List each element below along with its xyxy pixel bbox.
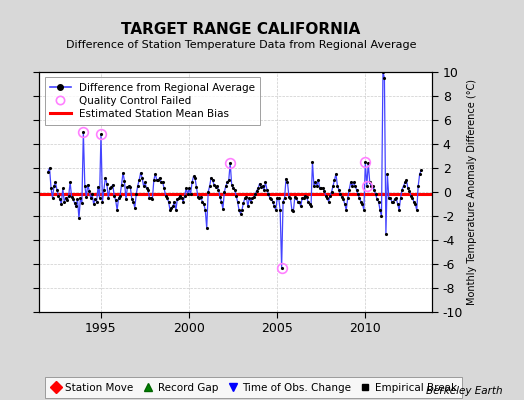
Text: Berkeley Earth: Berkeley Earth — [427, 386, 503, 396]
Y-axis label: Monthly Temperature Anomaly Difference (°C): Monthly Temperature Anomaly Difference (… — [467, 79, 477, 305]
Text: Difference of Station Temperature Data from Regional Average: Difference of Station Temperature Data f… — [66, 40, 416, 50]
Legend: Station Move, Record Gap, Time of Obs. Change, Empirical Break: Station Move, Record Gap, Time of Obs. C… — [45, 377, 462, 398]
Text: TARGET RANGE CALIFORNIA: TARGET RANGE CALIFORNIA — [122, 22, 361, 37]
